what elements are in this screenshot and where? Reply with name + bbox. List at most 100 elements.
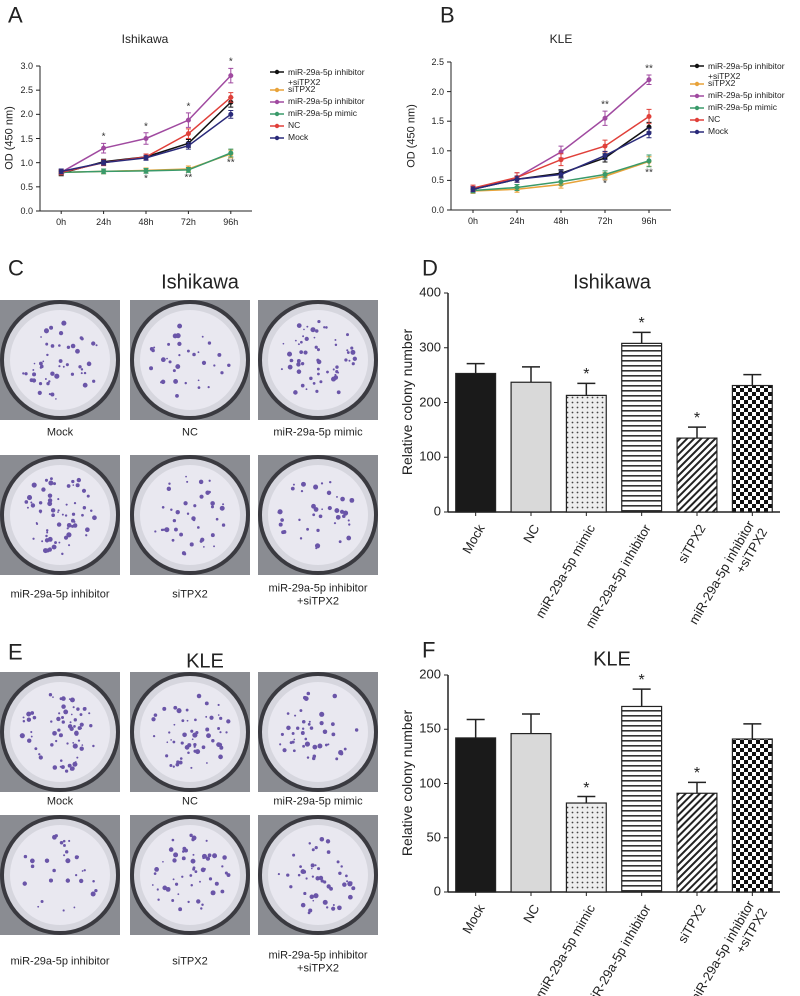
- x-tick-label: 0h: [467, 215, 479, 226]
- colony: [292, 853, 296, 857]
- y-tick-label: 0.0: [20, 205, 33, 216]
- colony: [37, 905, 40, 908]
- colony: [61, 715, 65, 719]
- colony: [57, 511, 59, 513]
- legend-marker: [694, 81, 700, 87]
- colony: [76, 707, 80, 711]
- colony: [210, 505, 214, 509]
- colony: [72, 484, 75, 486]
- data-point: [514, 185, 520, 191]
- colony: [27, 738, 32, 743]
- colony: [330, 722, 335, 727]
- colony: [63, 844, 66, 847]
- colony: [65, 363, 69, 367]
- colony: [65, 858, 71, 864]
- colony: [30, 501, 33, 504]
- colony: [64, 514, 68, 517]
- colony: [196, 693, 202, 699]
- colony: [61, 552, 64, 556]
- colony: [299, 537, 303, 540]
- colony: [312, 513, 316, 517]
- data-point: [558, 171, 564, 177]
- colony: [149, 346, 154, 351]
- significance-mark: **: [645, 63, 653, 75]
- colony: [22, 716, 25, 719]
- colony: [168, 482, 171, 485]
- colony: [201, 745, 206, 750]
- colony: [205, 490, 210, 495]
- colony: [52, 696, 54, 698]
- colony: [351, 886, 356, 891]
- colony: [190, 884, 193, 887]
- colony: [186, 719, 189, 722]
- significance-mark: *: [583, 779, 590, 797]
- colony: [78, 365, 82, 369]
- colony: [217, 742, 223, 747]
- colony: [58, 712, 61, 715]
- legend-label: miR-29a-5p mimic: [288, 108, 357, 119]
- colony: [50, 508, 56, 513]
- colony: [348, 523, 351, 526]
- colony: [201, 360, 207, 365]
- colony: [350, 349, 356, 355]
- colony: [173, 723, 176, 726]
- colony: [311, 848, 315, 852]
- colony: [318, 514, 323, 519]
- colony: [49, 325, 54, 330]
- colony: [83, 869, 86, 872]
- y-tick-label: 2.0: [431, 86, 444, 97]
- colony: [307, 911, 311, 915]
- colony: [352, 356, 357, 361]
- colony: [68, 544, 71, 547]
- x-tick-label: 0h: [56, 216, 67, 227]
- colony: [45, 534, 48, 538]
- y-tick-label: 300: [419, 339, 441, 355]
- colony: [176, 760, 180, 764]
- colony: [51, 513, 55, 518]
- colony: [296, 362, 301, 367]
- colony: [79, 722, 84, 727]
- plate-label: miR-29a-5p inhibitor: [10, 955, 110, 968]
- colony: [56, 522, 62, 527]
- x-tick-label: 96h: [223, 216, 239, 227]
- colony: [36, 522, 39, 526]
- colony: [92, 379, 96, 383]
- y-tick-label: 1.0: [431, 145, 444, 156]
- colony: [61, 696, 66, 701]
- colony: [66, 484, 71, 488]
- colony: [312, 899, 315, 902]
- colony: [325, 326, 328, 329]
- data-point: [101, 168, 107, 174]
- legend-label: miR-29a-5p inhibitor: [288, 96, 365, 107]
- colony: [307, 722, 311, 726]
- colony: [26, 495, 33, 501]
- colony: [86, 494, 90, 498]
- colony: [47, 536, 53, 542]
- colony: [90, 891, 96, 897]
- colony: [302, 335, 305, 338]
- data-point: [143, 136, 149, 141]
- y-tick-label: 100: [419, 775, 441, 791]
- y-tick-label: 400: [419, 284, 441, 300]
- colony: [62, 909, 65, 912]
- colony: [300, 362, 305, 366]
- colony: [46, 531, 49, 534]
- colony: [71, 512, 76, 516]
- colony: [217, 352, 222, 357]
- colony: [68, 698, 71, 700]
- bar: [731, 384, 773, 513]
- error-bar: [632, 688, 651, 707]
- colony: [331, 732, 336, 737]
- colony: [79, 713, 83, 717]
- colony: [192, 732, 198, 738]
- colony: [162, 860, 164, 863]
- data-point: [185, 143, 191, 149]
- colony: [52, 765, 58, 770]
- colony: [70, 713, 73, 716]
- colony: [31, 482, 37, 488]
- data-point: [228, 73, 234, 79]
- legend-marker: [274, 111, 280, 117]
- bar: [676, 437, 718, 513]
- colony: [334, 338, 337, 341]
- colony: [171, 538, 175, 542]
